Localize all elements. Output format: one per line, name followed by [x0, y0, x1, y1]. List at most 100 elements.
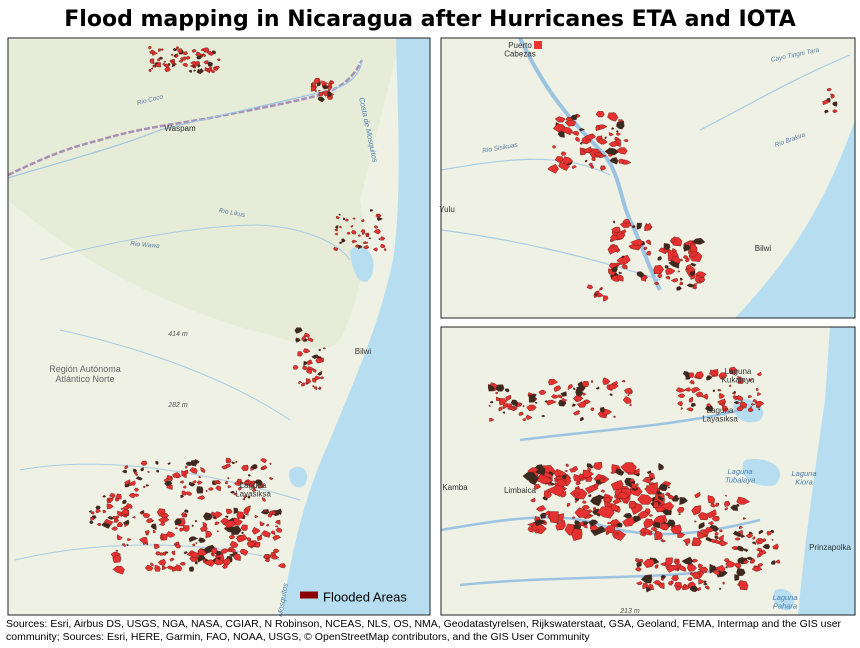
flood-area [372, 247, 378, 252]
flood-area [718, 587, 722, 590]
flood-area [725, 560, 737, 568]
flood-area [569, 465, 579, 473]
flood-area [111, 526, 118, 531]
map-label: Bilwi [755, 244, 772, 253]
flood-area [213, 67, 219, 71]
flood-area [572, 516, 576, 519]
map-label: Laguna Kiora [791, 469, 816, 487]
flood-area [572, 403, 576, 407]
flood-area [196, 55, 203, 60]
flood-area [676, 569, 680, 572]
flood-area [200, 466, 206, 473]
flood-area [115, 549, 119, 552]
flood-area [211, 69, 216, 74]
flood-area [553, 385, 562, 392]
flood-area [195, 52, 201, 57]
flood-area [683, 584, 687, 588]
sea [798, 327, 855, 615]
flood-area [129, 480, 136, 486]
flood-area [686, 563, 697, 572]
flood-area [589, 524, 600, 531]
flood-area [697, 563, 704, 569]
flood-area [627, 393, 630, 396]
flood-area [576, 400, 587, 408]
flood-area [612, 498, 622, 505]
flood-area [106, 503, 114, 510]
flood-area [640, 574, 653, 584]
flood-area [226, 508, 233, 515]
flood-area [679, 281, 684, 285]
flood-area [694, 371, 704, 379]
flood-area [691, 286, 697, 290]
flood-area [706, 403, 712, 408]
flood-area [167, 462, 171, 465]
flood-area [571, 165, 577, 170]
map-label: Laguna Layasiksa [235, 481, 271, 499]
flood-area [724, 501, 731, 507]
flood-area [140, 460, 148, 466]
flood-area [293, 365, 299, 370]
flood-area [678, 513, 681, 516]
flood-area [554, 116, 566, 123]
flood-area [547, 163, 559, 174]
flood-area [645, 239, 651, 246]
flood-area [716, 389, 722, 392]
flood-area [144, 530, 150, 534]
flood-area [607, 112, 619, 122]
flood-area [202, 559, 216, 567]
flood-area [268, 510, 274, 515]
flood-area [733, 400, 739, 405]
map-top-right [441, 38, 855, 318]
flood-area [707, 495, 716, 504]
flood-area [676, 507, 685, 514]
flood-area [749, 405, 752, 409]
flood-area [102, 495, 107, 498]
flood-area [711, 516, 720, 522]
flood-area [268, 554, 272, 558]
flood-area [722, 581, 725, 585]
flood-area [243, 494, 248, 498]
river [518, 38, 662, 291]
flood-area [639, 531, 647, 537]
flood-area [643, 518, 654, 530]
flood-area [620, 229, 627, 235]
flood-area [229, 490, 236, 494]
flood-area [164, 67, 171, 73]
flood-area [609, 157, 619, 165]
flood-area [182, 513, 187, 517]
flood-area [758, 529, 764, 535]
flood-area [602, 497, 611, 504]
flood-area [175, 46, 179, 50]
flood-area [224, 515, 229, 519]
flood-area [179, 480, 185, 484]
flood-area [545, 510, 551, 516]
flood-area [150, 67, 154, 70]
flood-area [228, 534, 236, 540]
flood-area [724, 507, 729, 511]
flood-area [623, 139, 629, 143]
flood-area [202, 512, 213, 521]
flood-area [107, 497, 114, 502]
flood-area [646, 470, 652, 475]
flood-area [570, 114, 577, 121]
flood-area [770, 560, 776, 565]
flood-area [629, 224, 632, 227]
flood-area [599, 478, 605, 483]
flood-area [254, 541, 261, 548]
flood-area [315, 357, 324, 364]
flood-area [115, 493, 122, 500]
flood-area [724, 494, 727, 497]
flood-area [718, 534, 724, 541]
flood-area [689, 270, 696, 277]
flood-area [551, 394, 559, 399]
flood-area [213, 516, 216, 519]
flood-area [95, 505, 101, 510]
flood-area [752, 398, 757, 404]
flood-area [534, 467, 546, 475]
flood-area [621, 263, 628, 269]
flood-area [196, 480, 203, 485]
flood-area [665, 557, 673, 568]
flood-area [729, 370, 734, 373]
flood-area [745, 556, 753, 560]
flood-area [134, 473, 139, 476]
